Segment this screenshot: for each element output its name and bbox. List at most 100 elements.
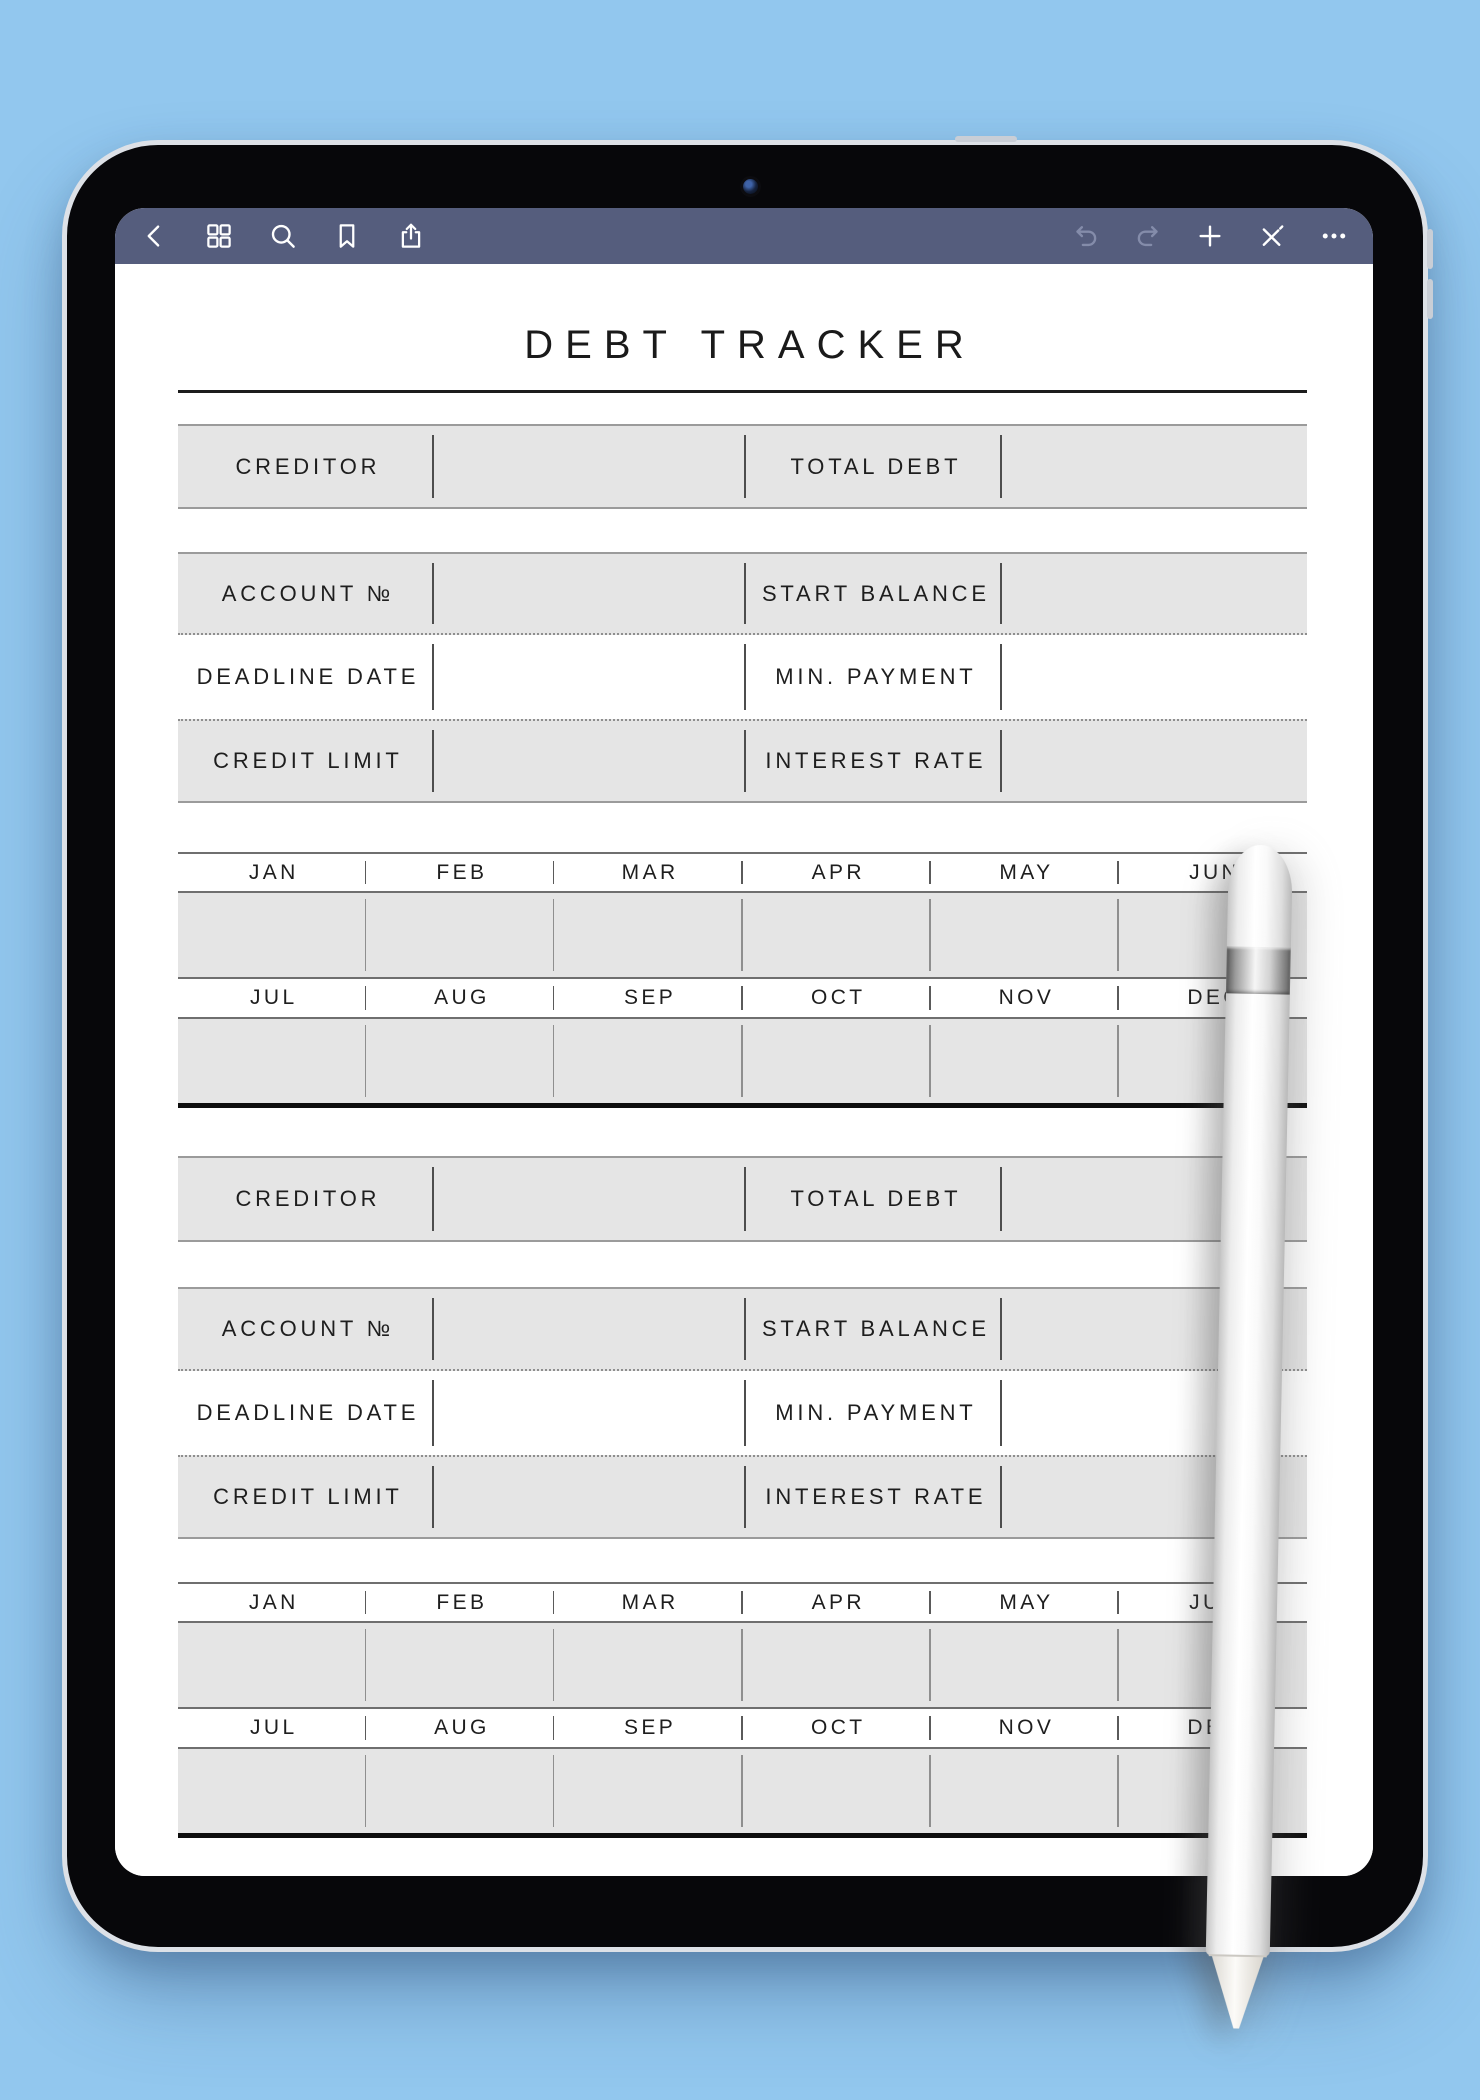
month-entry-cell[interactable] (931, 1623, 1120, 1707)
month-header-cell: JAN (178, 854, 367, 891)
account-no-value-cell[interactable] (434, 554, 746, 633)
toolbar-right-group (1070, 221, 1349, 252)
pen-mode-icon[interactable] (1256, 221, 1287, 252)
min-payment-label: MIN. PAYMENT (775, 1400, 977, 1425)
month-header-cell: FEB (366, 854, 555, 891)
start-balance-label: START BALANCE (761, 1316, 990, 1341)
months-header-row: JAN FEB MAR APR MAY JUN (178, 852, 1307, 893)
month-entry-cell[interactable] (931, 1749, 1120, 1833)
month-entry-cell[interactable] (178, 1623, 367, 1707)
month-header-cell: MAY (931, 854, 1120, 891)
month-entry-cell[interactable] (554, 1749, 743, 1833)
months-table: JAN FEB MAR APR MAY JUN (178, 1582, 1307, 1838)
creditor-value-cell[interactable] (434, 1158, 746, 1240)
month-header-cell: JUL (178, 1709, 367, 1747)
account-row: ACCOUNT № START BALANCE (178, 552, 1307, 635)
toolbar-left-group (139, 221, 426, 252)
bookmark-icon[interactable] (331, 221, 362, 252)
min-payment-label: MIN. PAYMENT (775, 664, 977, 689)
creditor-row: CREDITOR TOTAL DEBT (178, 1156, 1307, 1242)
front-camera (743, 179, 758, 194)
month-entry-cell[interactable] (178, 1749, 367, 1833)
month-entry-cell[interactable] (743, 1749, 931, 1833)
month-header-cell: OCT (743, 1709, 931, 1747)
pencil-tip (1208, 1956, 1266, 2031)
credit-limit-label: CREDIT LIMIT (213, 1484, 403, 1509)
month-entry-cell[interactable] (178, 893, 367, 977)
month-entry-cell[interactable] (743, 1019, 931, 1103)
month-header-cell: MAY (931, 1584, 1120, 1621)
credit-limit-value-cell[interactable] (434, 1457, 746, 1537)
months-header-row: JAN FEB MAR APR MAY JUN (178, 1582, 1307, 1623)
interest-rate-value-cell[interactable] (1002, 721, 1307, 801)
pencil-metal-band (1225, 946, 1291, 995)
account-no-label: ACCOUNT № (221, 580, 395, 606)
month-entry-cell[interactable] (366, 1749, 555, 1833)
month-header-cell: JUN (1189, 860, 1241, 884)
share-icon[interactable] (395, 221, 426, 252)
month-entry-cell[interactable] (178, 1019, 367, 1103)
add-page-icon[interactable] (1194, 221, 1225, 252)
creditor-value-cell[interactable] (434, 426, 746, 507)
month-entry-cell[interactable] (743, 1623, 931, 1707)
start-balance-label: START BALANCE (761, 580, 990, 606)
month-entry-cell[interactable] (366, 1019, 555, 1103)
month-header-cell: OCT (743, 979, 931, 1017)
deadline-row: DEADLINE DATE MIN. PAYMENT (178, 635, 1307, 719)
total-debt-value-cell[interactable] (1002, 426, 1307, 507)
credit-limit-label: CREDIT LIMIT (213, 748, 403, 773)
deadline-date-value-cell[interactable] (434, 635, 746, 719)
month-entry-cell[interactable] (743, 893, 931, 977)
month-entry-cell[interactable] (366, 893, 555, 977)
month-entry-cell[interactable] (554, 893, 743, 977)
creditor-row: CREDITOR TOTAL DEBT (178, 424, 1307, 509)
month-entry-cell[interactable] (366, 1623, 555, 1707)
app-toolbar (115, 208, 1373, 264)
credit-limit-row: CREDIT LIMIT INTEREST RATE (178, 1455, 1307, 1539)
creditor-label: CREDITOR (235, 1186, 381, 1211)
volume-down-button[interactable] (1427, 279, 1433, 319)
credit-limit-value-cell[interactable] (434, 721, 746, 801)
deadline-date-label: DEADLINE DATE (196, 664, 420, 689)
month-header-cell: APR (743, 1584, 931, 1621)
start-balance-value-cell[interactable] (1002, 554, 1307, 633)
page-thumbnails-icon[interactable] (203, 221, 234, 252)
months-header-row: JUL AUG SEP OCT NOV DEC (178, 1707, 1307, 1749)
months-entry-row (178, 1623, 1307, 1707)
redo-icon[interactable] (1132, 221, 1163, 252)
interest-rate-label: INTEREST RATE (765, 748, 987, 773)
month-entry-cell[interactable] (931, 893, 1120, 977)
month-entry-cell[interactable] (554, 1623, 743, 1707)
month-header-cell: NOV (931, 979, 1120, 1017)
account-row: ACCOUNT № START BALANCE (178, 1287, 1307, 1371)
volume-up-button[interactable] (1427, 229, 1433, 269)
account-no-value-cell[interactable] (434, 1289, 746, 1369)
months-table: JAN FEB MAR APR MAY JUN (178, 852, 1307, 1108)
min-payment-value-cell[interactable] (1002, 635, 1307, 719)
months-header-row: JUL AUG SEP OCT NOV DEC (178, 977, 1307, 1019)
month-entry-cell[interactable] (931, 1019, 1120, 1103)
tablet-device: DEBT TRACKER CREDITOR TOTAL DEBT ACCOUNT… (62, 136, 1433, 1952)
month-header-cell: SEP (554, 1709, 743, 1747)
deadline-date-value-cell[interactable] (434, 1371, 746, 1455)
account-no-label: ACCOUNT № (221, 1316, 395, 1341)
month-header-cell: JUL (178, 979, 367, 1017)
search-icon[interactable] (267, 221, 298, 252)
total-debt-label: TOTAL DEBT (790, 453, 962, 479)
month-entry-cell[interactable] (554, 1019, 743, 1103)
page-title: DEBT TRACKER (524, 323, 976, 367)
power-button[interactable] (955, 136, 1017, 142)
total-debt-label: TOTAL DEBT (790, 1186, 962, 1211)
more-icon[interactable] (1318, 221, 1349, 252)
title-divider (178, 390, 1307, 393)
deadline-date-label: DEADLINE DATE (196, 1400, 420, 1425)
months-entry-row (178, 893, 1307, 977)
deadline-row: DEADLINE DATE MIN. PAYMENT (178, 1371, 1307, 1455)
month-header-cell: MAR (554, 854, 743, 891)
month-header-cell: FEB (366, 1584, 555, 1621)
months-entry-row (178, 1019, 1307, 1108)
month-header-cell: MAR (554, 1584, 743, 1621)
undo-icon[interactable] (1070, 221, 1101, 252)
back-icon[interactable] (139, 221, 170, 252)
